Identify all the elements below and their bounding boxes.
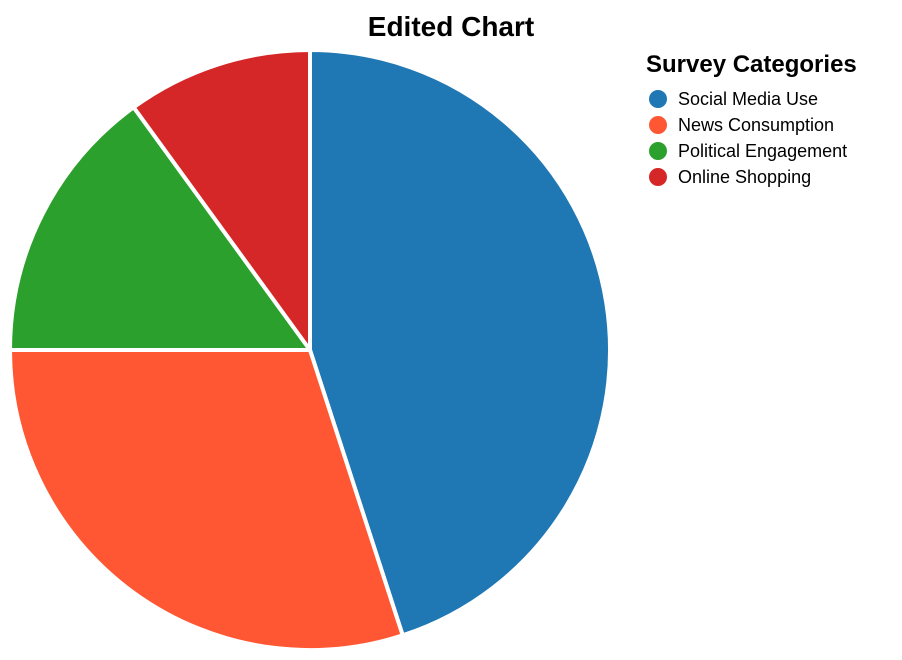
legend-label: Political Engagement: [678, 141, 847, 161]
pie-slice-news-consumption: [8, 348, 405, 652]
legend-swatch: [649, 90, 667, 108]
legend-swatch: [649, 116, 667, 134]
legend-title: Survey Categories: [646, 51, 857, 78]
legend-label: News Consumption: [678, 115, 834, 135]
pie-slice-online-shopping: [131, 48, 312, 352]
pie-slice-social-media-use: [308, 48, 612, 638]
legend-item-news-consumption: News Consumption: [649, 115, 834, 135]
legend: Survey Categories Social Media Use News C…: [646, 51, 857, 187]
legend-items: Social Media Use News Consumption Politica…: [649, 89, 847, 187]
pie-slice-political-engagement: [8, 105, 312, 352]
legend-swatch: [649, 142, 667, 160]
legend-item-online-shopping: Online Shopping: [649, 167, 811, 187]
legend-swatch: [649, 168, 667, 186]
pie-slices: [8, 48, 612, 652]
chart-title: Edited Chart: [368, 11, 534, 42]
legend-label: Social Media Use: [678, 89, 818, 109]
legend-label: Online Shopping: [678, 167, 811, 187]
legend-item-social-media-use: Social Media Use: [649, 89, 818, 109]
legend-item-political-engagement: Political Engagement: [649, 141, 847, 161]
